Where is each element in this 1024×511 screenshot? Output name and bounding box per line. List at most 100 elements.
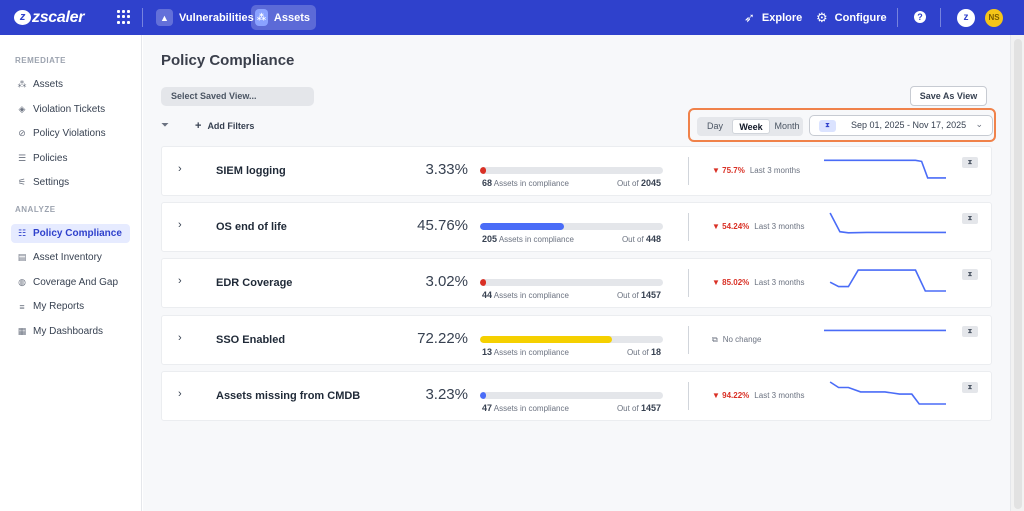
- configure-label: Configure: [834, 11, 887, 24]
- period-month[interactable]: Month: [774, 121, 800, 131]
- rocket-icon: ➶: [744, 9, 755, 25]
- trend-change: ▼ 85.02%: [712, 278, 750, 287]
- compliance-percent: 72.22%: [417, 330, 468, 347]
- chevron-right-icon[interactable]: ›: [178, 163, 182, 175]
- compliance-icon: ☷: [17, 228, 27, 238]
- reports-icon: ≡: [19, 301, 25, 312]
- trend-sparkline: [829, 269, 946, 292]
- policy-row[interactable]: › EDR Coverage 3.02% 44 Assets in compli…: [161, 258, 992, 308]
- trend-summary: ▼ 85.02% Last 3 months: [712, 278, 805, 287]
- chevron-right-icon[interactable]: ›: [178, 332, 182, 344]
- sidebar-item-policy-violations[interactable]: ⊘ Policy Violations: [11, 124, 130, 143]
- app-launcher-icon[interactable]: [117, 10, 131, 24]
- circle-slash-icon: ⊘: [18, 128, 26, 138]
- sidebar: [0, 35, 142, 511]
- date-range-controls: Day Week Month ⧗ Sep 01, 2025 - Nov 17, …: [688, 108, 996, 142]
- saved-view-select[interactable]: Select Saved View...: [161, 87, 314, 106]
- calendar-icon: ⧗: [819, 120, 836, 132]
- zscaler-cloud-icon[interactable]: z: [957, 9, 975, 27]
- divider: [688, 382, 689, 410]
- policy-row[interactable]: › SSO Enabled 72.22% 13 Assets in compli…: [161, 315, 992, 365]
- gear-icon: ⚙: [816, 9, 828, 25]
- in-compliance-count: 205 Assets in compliance: [482, 234, 574, 244]
- sidebar-item-coverage-and-gap[interactable]: ◍ Coverage And Gap: [11, 273, 130, 292]
- trend-sparkline: [824, 159, 946, 179]
- explore-label: Explore: [761, 11, 803, 24]
- divider: [142, 8, 143, 27]
- compliance-bar-fill: [480, 167, 487, 174]
- save-as-view-button[interactable]: Save As View: [910, 86, 987, 106]
- zscaler-logo[interactable]: z zscaler: [14, 9, 84, 26]
- sidebar-item-label: Policy Violations: [33, 128, 106, 139]
- chevron-right-icon[interactable]: ›: [178, 388, 182, 400]
- policy-name: SIEM logging: [216, 165, 286, 177]
- compliance-percent: 3.23%: [425, 386, 468, 403]
- compliance-bar-fill: [480, 223, 564, 230]
- divider: [940, 8, 941, 27]
- period-week[interactable]: Week: [732, 119, 770, 134]
- hourglass-icon[interactable]: ⧗: [962, 326, 978, 337]
- trend-change: ▼ 75.7%: [712, 166, 745, 175]
- period-day[interactable]: Day: [706, 121, 723, 131]
- out-of-count: Out of 448: [621, 234, 661, 244]
- sidebar-item-settings[interactable]: ⚟ Settings: [11, 173, 130, 192]
- avatar[interactable]: NS: [985, 9, 1003, 27]
- tab-vulnerabilities[interactable]: ▲ Vulnerabilities: [152, 5, 260, 30]
- scrollbar[interactable]: [1010, 35, 1024, 511]
- trend-change: No change: [722, 335, 762, 344]
- compliance-bar: [480, 279, 663, 286]
- sidebar-item-policy-compliance[interactable]: ☷ Policy Compliance: [11, 224, 130, 243]
- date-range-picker[interactable]: ⧗ Sep 01, 2025 - Nov 17, 2025 ⌄: [809, 115, 993, 136]
- hourglass-icon[interactable]: ⧗: [962, 157, 978, 168]
- sidebar-item-label: Coverage And Gap: [33, 277, 119, 288]
- tab-assets[interactable]: ⁂ Assets: [251, 5, 316, 30]
- trend-sparkline: [829, 381, 946, 405]
- hourglass-icon[interactable]: ⧗: [962, 213, 978, 224]
- hourglass-icon[interactable]: ⧗: [962, 382, 978, 393]
- policy-row[interactable]: › Assets missing from CMDB 3.23% 47 Asse…: [161, 371, 992, 421]
- trend-period: Last 3 months: [754, 222, 805, 231]
- nodes-icon: ⁂: [17, 79, 27, 89]
- divider: [897, 8, 898, 27]
- sidebar-item-asset-inventory[interactable]: ▤ Asset Inventory: [11, 248, 130, 267]
- scrollbar-thumb[interactable]: [1014, 39, 1022, 509]
- chevron-down-icon: ⌄: [975, 119, 983, 129]
- sliders-icon: ⚟: [17, 177, 27, 187]
- policy-name: SSO Enabled: [216, 334, 286, 346]
- filter-icon[interactable]: ⏷: [161, 120, 169, 131]
- trend-summary: ⧉ No change: [712, 335, 761, 345]
- sidebar-item-label: Policies: [33, 153, 68, 164]
- arrow-down-icon: ▼: [712, 391, 720, 400]
- chevron-right-icon[interactable]: ›: [178, 219, 182, 231]
- out-of-count: Out of 1457: [616, 403, 661, 413]
- page-title: Policy Compliance: [161, 52, 295, 69]
- sidebar-item-violation-tickets[interactable]: ◈ Violation Tickets: [11, 100, 130, 119]
- help-icon[interactable]: ?: [914, 11, 926, 23]
- sidebar-item-my-reports[interactable]: ≡ My Reports: [11, 297, 130, 316]
- chevron-right-icon[interactable]: ›: [178, 275, 182, 287]
- sidebar-item-assets[interactable]: ⁂ Assets: [11, 75, 130, 94]
- sidebar-item-label: My Reports: [33, 301, 85, 312]
- divider: [688, 213, 689, 241]
- arrow-down-icon: ▼: [712, 166, 720, 175]
- out-of-count: Out of 18: [626, 347, 661, 357]
- compliance-bar: [480, 167, 663, 174]
- policy-row[interactable]: › OS end of life 45.76% 205 Assets in co…: [161, 202, 992, 252]
- in-compliance-count: 44 Assets in compliance: [482, 290, 569, 300]
- dashboard-icon: ▦: [17, 326, 27, 336]
- divider: [688, 157, 689, 185]
- configure-link[interactable]: ⚙ Configure: [816, 0, 887, 35]
- sidebar-item-policies[interactable]: ☰ Policies: [11, 149, 130, 168]
- explore-link[interactable]: ➶ Explore: [744, 0, 802, 35]
- sidebar-item-my-dashboards[interactable]: ▦ My Dashboards: [11, 322, 130, 341]
- in-compliance-count: 13 Assets in compliance: [482, 347, 569, 357]
- policy-name: Assets missing from CMDB: [216, 390, 361, 402]
- tab-vulnerabilities-label: Vulnerabilities: [179, 11, 254, 24]
- policy-row[interactable]: › SIEM logging 3.33% 68 Assets in compli…: [161, 146, 992, 196]
- hourglass-icon[interactable]: ⧗: [962, 269, 978, 280]
- trend-period: Last 3 months: [754, 278, 805, 287]
- plus-icon: +: [195, 120, 202, 132]
- add-filters-button[interactable]: + Add Filters: [195, 120, 254, 132]
- compliance-bar-fill: [480, 279, 487, 286]
- list-icon: ☰: [17, 153, 27, 163]
